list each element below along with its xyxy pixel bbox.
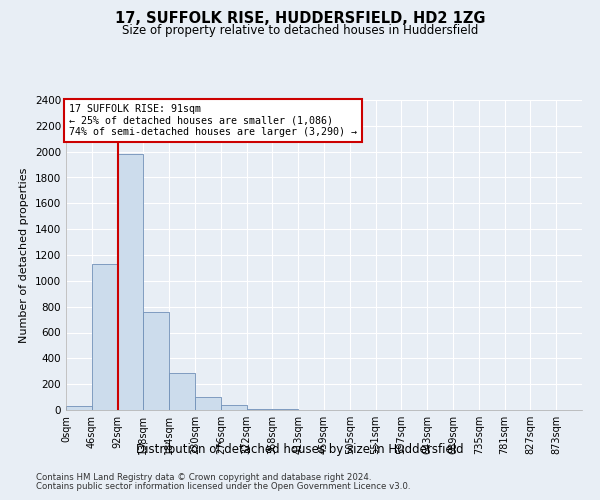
Text: Size of property relative to detached houses in Huddersfield: Size of property relative to detached ho… (122, 24, 478, 37)
Bar (221, 406, 247, 410)
Text: Contains public sector information licensed under the Open Government Licence v3: Contains public sector information licen… (36, 482, 410, 491)
Text: 17, SUFFOLK RISE, HUDDERSFIELD, HD2 1ZG: 17, SUFFOLK RISE, HUDDERSFIELD, HD2 1ZG (115, 11, 485, 26)
Bar (247, 408, 272, 410)
Text: Contains HM Land Registry data © Crown copyright and database right 2024.: Contains HM Land Registry data © Crown c… (36, 472, 371, 482)
Bar (118, 154, 143, 410)
Bar (195, 397, 221, 410)
Text: 17 SUFFOLK RISE: 91sqm
← 25% of detached houses are smaller (1,086)
74% of semi-: 17 SUFFOLK RISE: 91sqm ← 25% of detached… (69, 104, 357, 137)
Y-axis label: Number of detached properties: Number of detached properties (19, 168, 29, 342)
Bar (66, 406, 92, 410)
Bar (92, 264, 118, 410)
Bar (169, 372, 195, 410)
Bar (143, 312, 169, 410)
Text: Distribution of detached houses by size in Huddersfield: Distribution of detached houses by size … (136, 442, 464, 456)
